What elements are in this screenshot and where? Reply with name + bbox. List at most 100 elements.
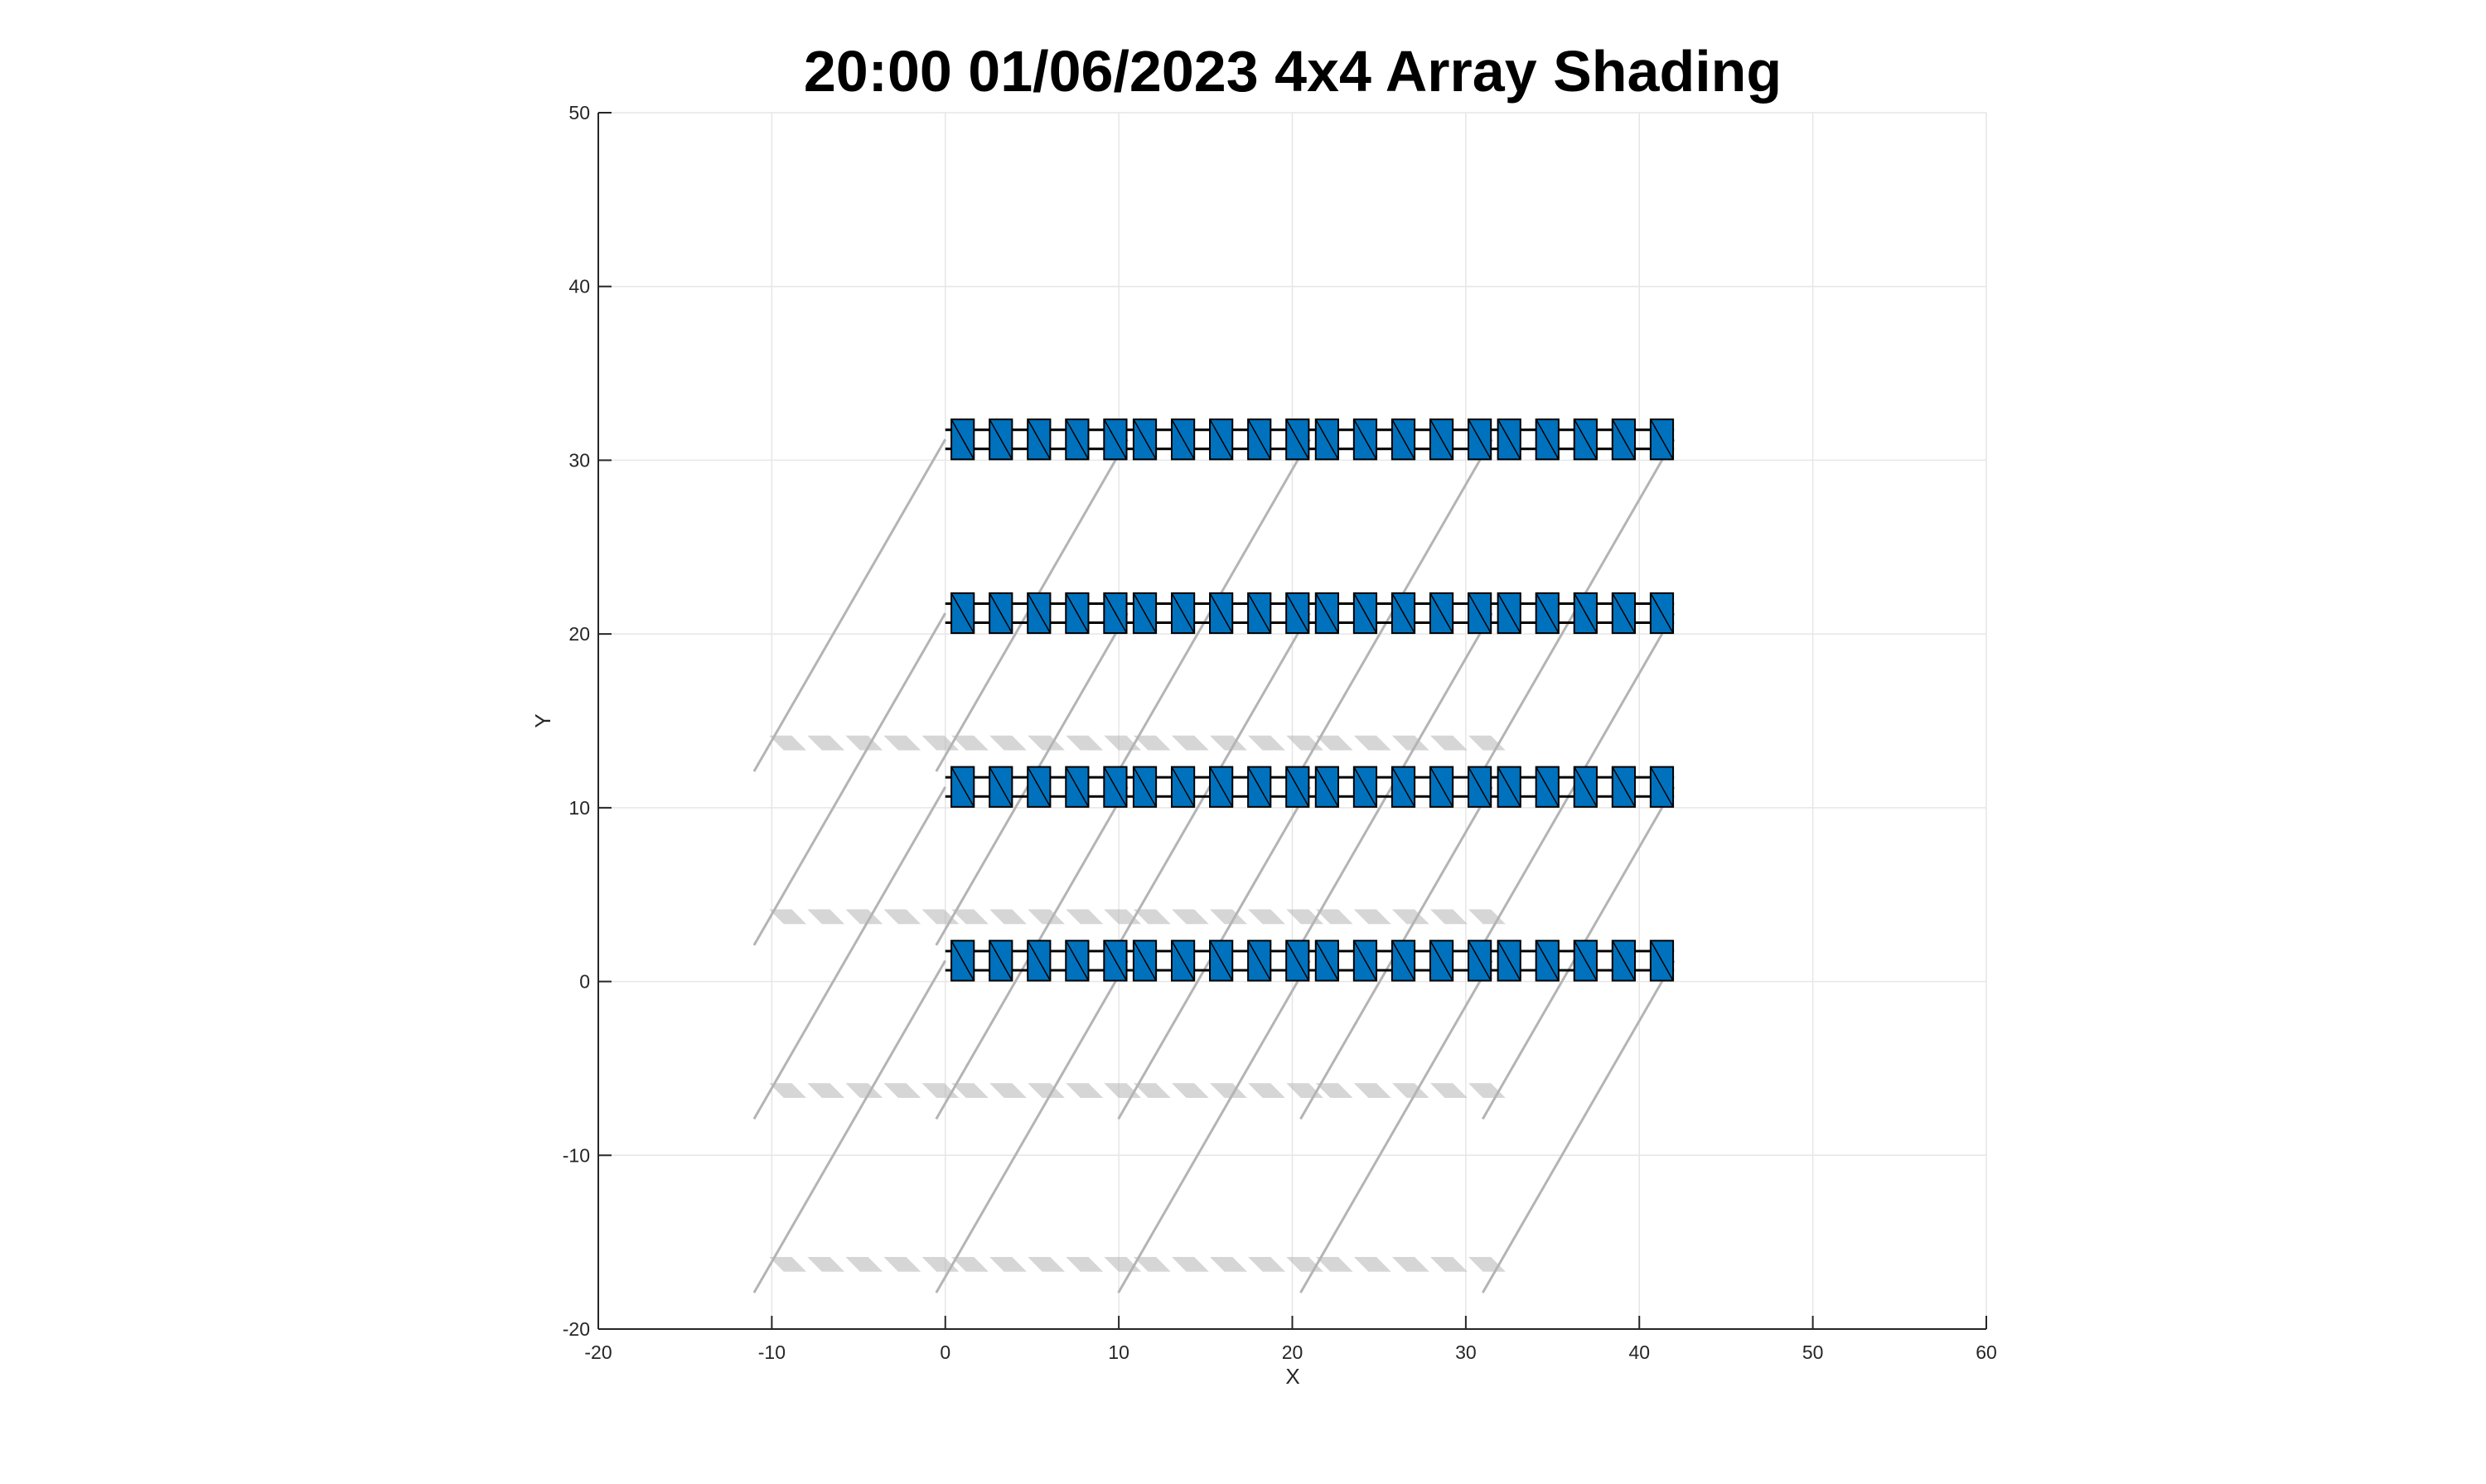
- shadow-ray: [935, 960, 1129, 1293]
- panel-shadow: [1391, 735, 1429, 751]
- panel-shadow: [1210, 1257, 1247, 1272]
- panel-diagonal: [950, 766, 975, 808]
- panel-diagonal: [1468, 418, 1492, 460]
- panel-diagonal: [1391, 940, 1415, 981]
- panel-shadow: [1028, 735, 1065, 751]
- panel-shadow: [769, 1257, 806, 1272]
- panel-shadow: [1430, 909, 1468, 925]
- panel-shadow: [845, 909, 883, 925]
- panel-diagonal: [1285, 766, 1310, 808]
- panel-shadow: [807, 735, 845, 751]
- panel-shadow: [1353, 1083, 1391, 1098]
- panel-diagonal: [1065, 940, 1090, 981]
- panel-diagonal: [1247, 940, 1271, 981]
- shadow-ray: [1299, 960, 1493, 1293]
- panel-shadow: [1430, 1257, 1468, 1272]
- panel-diagonal: [1536, 418, 1560, 460]
- panel-diagonal: [1429, 766, 1453, 808]
- panel-shadow: [1210, 909, 1247, 925]
- panel-shadow: [1315, 1083, 1353, 1098]
- panel-diagonal: [1650, 418, 1674, 460]
- x-axis-label: X: [1285, 1364, 1299, 1389]
- panel-shadow: [1315, 1257, 1353, 1272]
- panel-diagonal: [1103, 766, 1128, 808]
- panel-diagonal: [1429, 592, 1453, 634]
- panel-diagonal: [1353, 940, 1377, 981]
- panel-diagonal: [1468, 592, 1492, 634]
- panel-diagonal: [1353, 592, 1377, 634]
- panel-diagonal: [1650, 766, 1674, 808]
- panel-shadow: [845, 1257, 883, 1272]
- solar-panel: [1611, 940, 1637, 982]
- panel-diagonal: [1247, 592, 1271, 634]
- x-tick-label: 60: [1976, 1341, 1997, 1363]
- panel-diagonal: [1315, 418, 1339, 460]
- panel-diagonal: [1027, 592, 1052, 634]
- panel-diagonal: [1027, 940, 1052, 981]
- shadow-ray: [752, 612, 947, 946]
- panel-diagonal: [1065, 766, 1090, 808]
- y-tick-label: -10: [563, 1144, 590, 1166]
- panel-diagonal: [989, 418, 1013, 460]
- panel-diagonal: [1171, 940, 1195, 981]
- panel-diagonal: [1133, 766, 1157, 808]
- panel-shadow: [989, 735, 1027, 751]
- panel-diagonal: [1391, 592, 1415, 634]
- panel-shadow: [1315, 735, 1353, 751]
- panel-diagonal: [1133, 418, 1157, 460]
- panel-diagonal: [1574, 766, 1598, 808]
- panel-shadow: [807, 909, 845, 925]
- panel-shadow: [951, 909, 989, 925]
- x-tick-label: -20: [584, 1341, 612, 1363]
- panel-diagonal: [1209, 766, 1233, 808]
- panel-shadow: [1430, 735, 1468, 751]
- panel-shadow: [1028, 909, 1065, 925]
- panel-diagonal: [1247, 766, 1271, 808]
- x-tick-label: 20: [1282, 1341, 1303, 1363]
- shadow-ray: [752, 960, 947, 1293]
- panel-shadow: [845, 735, 883, 751]
- panel-shadow: [989, 1083, 1027, 1098]
- panel-diagonal: [1650, 940, 1674, 981]
- panel-diagonal: [1171, 766, 1195, 808]
- panel-diagonal: [1497, 766, 1521, 808]
- panel-shadow: [769, 909, 806, 925]
- panel-shadow: [1133, 1257, 1171, 1272]
- y-tick-label: 10: [568, 797, 590, 819]
- panel-shadow: [1066, 735, 1104, 751]
- panel-diagonal: [1353, 418, 1377, 460]
- shadow-ray: [1481, 960, 1676, 1293]
- panel-shadow: [1172, 1083, 1209, 1098]
- panel-diagonal: [1536, 766, 1560, 808]
- panel-shadow: [1028, 1257, 1065, 1272]
- panel-diagonal: [1497, 418, 1521, 460]
- panel-shadow: [1391, 909, 1429, 925]
- panel-diagonal: [1612, 766, 1636, 808]
- panel-diagonal: [1468, 766, 1492, 808]
- panel-shadow: [1210, 1083, 1247, 1098]
- panel-shadow: [951, 735, 989, 751]
- panel-diagonal: [1429, 940, 1453, 981]
- panel-shadow: [883, 1083, 921, 1098]
- plot-area: -20 -10 0 10 20 30 40 50 60 -20 -10 0 10 20 30 40 50: [563, 102, 1997, 1363]
- panel-diagonal: [1468, 940, 1492, 981]
- panel-shadow: [845, 1083, 883, 1098]
- panel-shadow: [1353, 1257, 1391, 1272]
- y-tick-label: 20: [568, 623, 590, 645]
- panel-diagonal: [1315, 592, 1339, 634]
- x-tick-label: 30: [1455, 1341, 1477, 1363]
- panel-diagonal: [1209, 940, 1233, 981]
- panel-shadow: [807, 1257, 845, 1272]
- panel-diagonal: [1315, 766, 1339, 808]
- y-tick-label: 50: [568, 102, 590, 123]
- panel-diagonal: [1497, 592, 1521, 634]
- panel-shadow: [1172, 1257, 1209, 1272]
- panel-diagonal: [989, 940, 1013, 981]
- panel-diagonal: [1353, 766, 1377, 808]
- panel-diagonal: [1612, 940, 1636, 981]
- panel-diagonal: [1574, 940, 1598, 981]
- panel-diagonal: [989, 766, 1013, 808]
- panel-diagonal: [1103, 592, 1128, 634]
- panel-diagonal: [1209, 418, 1233, 460]
- x-tick-label: 50: [1802, 1341, 1824, 1363]
